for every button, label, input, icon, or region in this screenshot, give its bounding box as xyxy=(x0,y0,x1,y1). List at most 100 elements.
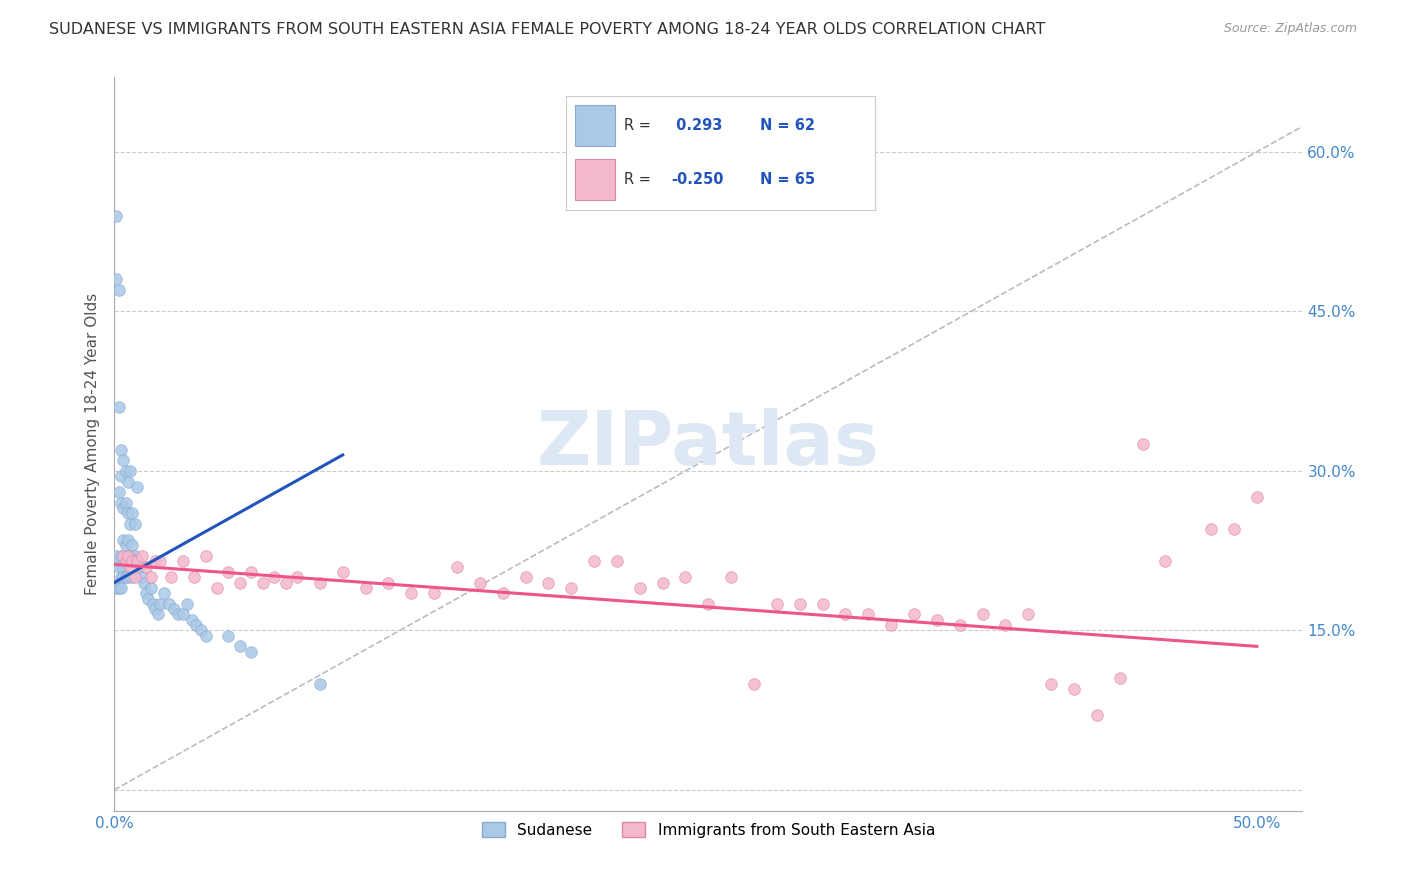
Point xyxy=(720,570,742,584)
Point xyxy=(149,554,172,568)
Point xyxy=(834,607,856,622)
Point xyxy=(110,570,132,584)
Point xyxy=(925,613,948,627)
Point xyxy=(1246,491,1268,505)
Point xyxy=(354,581,377,595)
Point xyxy=(146,607,169,622)
Point xyxy=(446,559,468,574)
Point xyxy=(112,559,135,574)
Point xyxy=(107,559,129,574)
Point xyxy=(143,554,166,568)
Point xyxy=(1108,671,1130,685)
Point xyxy=(274,575,297,590)
Point xyxy=(114,554,136,568)
Point xyxy=(110,549,132,563)
Point xyxy=(105,272,128,286)
Point xyxy=(117,475,139,489)
Point xyxy=(138,591,160,606)
Point xyxy=(117,507,139,521)
Point xyxy=(124,517,146,532)
Point xyxy=(149,597,172,611)
Point xyxy=(114,464,136,478)
Point xyxy=(1063,681,1085,696)
Point xyxy=(135,559,157,574)
Point xyxy=(107,581,129,595)
Point xyxy=(766,597,789,611)
Point xyxy=(537,575,560,590)
Point xyxy=(125,554,148,568)
Point xyxy=(110,442,132,457)
Point xyxy=(131,570,153,584)
Point xyxy=(135,586,157,600)
Point xyxy=(880,618,903,632)
Point xyxy=(172,607,194,622)
Point xyxy=(858,607,880,622)
Point xyxy=(583,554,606,568)
Point xyxy=(121,570,143,584)
Point xyxy=(124,549,146,563)
Point xyxy=(1132,437,1154,451)
Point xyxy=(112,501,135,516)
Point xyxy=(105,549,128,563)
Point xyxy=(332,565,354,579)
Point xyxy=(107,400,129,414)
Point xyxy=(143,602,166,616)
Point xyxy=(217,629,239,643)
Point xyxy=(606,554,628,568)
Point xyxy=(1199,522,1222,536)
Point xyxy=(811,597,834,611)
Point xyxy=(229,640,252,654)
Point xyxy=(651,575,673,590)
Point xyxy=(131,549,153,563)
Point xyxy=(105,209,128,223)
Text: ZIPatlas: ZIPatlas xyxy=(537,408,880,481)
Point xyxy=(121,554,143,568)
Point xyxy=(120,549,142,563)
Point xyxy=(142,597,165,611)
Point xyxy=(1017,607,1039,622)
Point xyxy=(903,607,925,622)
Point xyxy=(105,581,128,595)
Point xyxy=(112,570,135,584)
Point xyxy=(972,607,994,622)
Point xyxy=(308,676,330,690)
Point xyxy=(114,570,136,584)
Point xyxy=(110,469,132,483)
Point xyxy=(205,581,228,595)
Point xyxy=(229,575,252,590)
Point xyxy=(628,581,651,595)
Point xyxy=(949,618,972,632)
Legend: Sudanese, Immigrants from South Eastern Asia: Sudanese, Immigrants from South Eastern … xyxy=(475,815,941,844)
Point xyxy=(1154,554,1177,568)
Point xyxy=(176,597,198,611)
Point xyxy=(139,570,162,584)
Point xyxy=(1223,522,1246,536)
Point xyxy=(697,597,720,611)
Point xyxy=(217,565,239,579)
Point xyxy=(157,597,180,611)
Point xyxy=(120,517,142,532)
Point xyxy=(160,570,183,584)
Point xyxy=(308,575,330,590)
Point xyxy=(139,581,162,595)
Point xyxy=(190,624,212,638)
Point xyxy=(172,554,194,568)
Point xyxy=(560,581,582,595)
Point xyxy=(194,549,217,563)
Point xyxy=(183,570,205,584)
Point xyxy=(742,676,765,690)
Y-axis label: Female Poverty Among 18-24 Year Olds: Female Poverty Among 18-24 Year Olds xyxy=(86,293,100,596)
Point xyxy=(110,581,132,595)
Point xyxy=(423,586,446,600)
Point xyxy=(117,570,139,584)
Point xyxy=(117,533,139,547)
Point xyxy=(675,570,697,584)
Point xyxy=(186,618,208,632)
Point xyxy=(107,485,129,500)
Point xyxy=(128,559,150,574)
Point xyxy=(285,570,308,584)
Point xyxy=(180,613,202,627)
Point xyxy=(515,570,537,584)
Point xyxy=(162,602,184,616)
Point xyxy=(112,533,135,547)
